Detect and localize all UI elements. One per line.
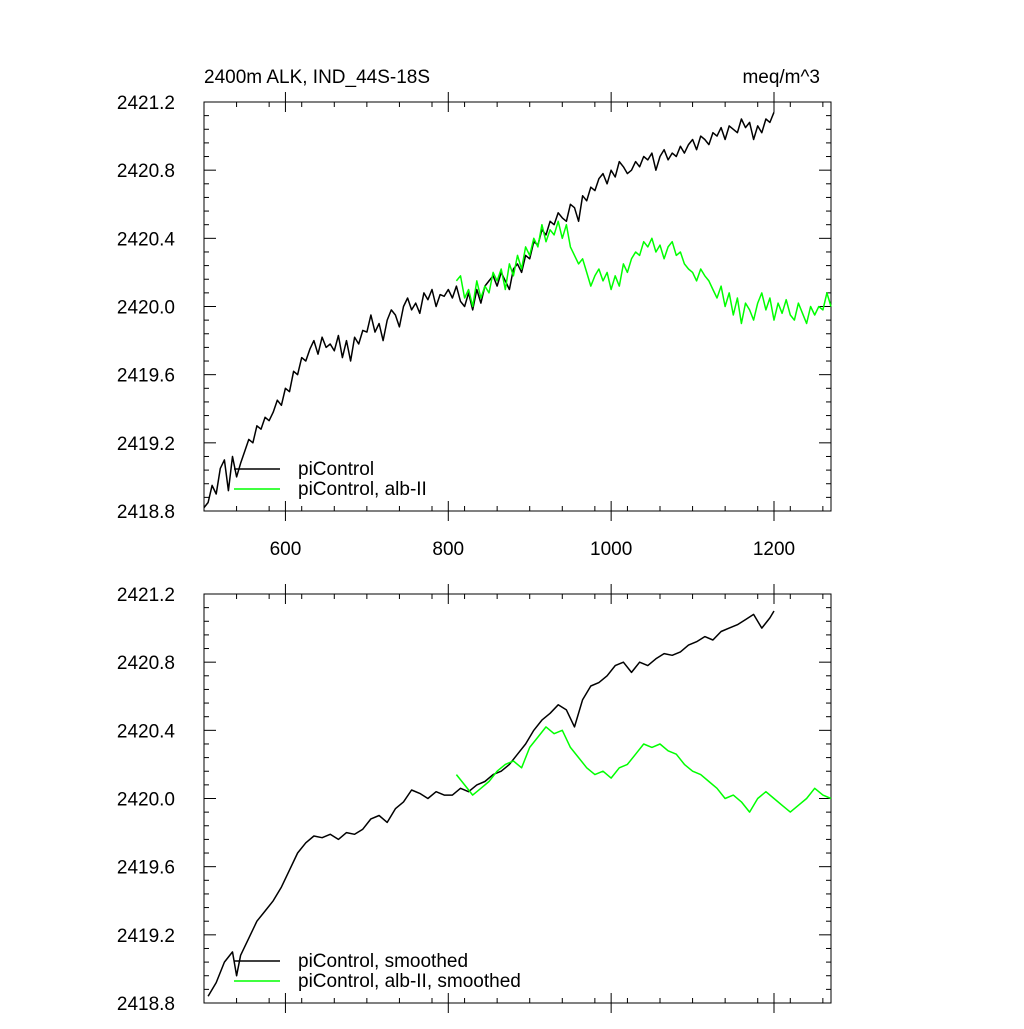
y-tick-label: 2420.0: [117, 298, 175, 319]
y-tick-label: 2419.2: [117, 926, 175, 947]
legend-label: piControl, alb-II, smoothed: [298, 971, 521, 992]
bottom-panel: 2418.8 2419.2 2419.6 2420.0 2420.4 2420.8 2421…: [117, 584, 832, 1015]
y-tick-label: 2421.2: [117, 93, 175, 114]
x-tick-label: 1000: [590, 539, 632, 560]
y-tick-label: 2420.0: [117, 790, 175, 811]
y-tick-label: 2421.2: [117, 585, 175, 606]
chart-title: 2400m ALK, IND_44S-18S: [204, 67, 430, 88]
x-tick-label: 800: [432, 539, 464, 560]
y-tick-label: 2419.6: [117, 366, 175, 387]
series-line-alb-ii: [455, 726, 832, 813]
series-line-picontrol: [207, 610, 775, 997]
units-label: meq/m^3: [742, 67, 820, 88]
legend-label: piControl, alb-II: [298, 479, 427, 500]
top-panel: 600 800 1000 1200 2418.8 2419.2 2419.6 2420.0 24…: [117, 92, 832, 560]
legend-label: piControl, smoothed: [298, 951, 468, 972]
y-tick-label: 2418.8: [117, 502, 175, 523]
legend-label: piControl: [298, 459, 374, 480]
y-tick-label: 2420.4: [117, 721, 176, 742]
x-tick-label: 1200: [753, 539, 795, 560]
y-tick-label: 2420.4: [117, 229, 176, 250]
y-tick-label: 2420.8: [117, 161, 175, 182]
x-tick-label: 600: [270, 539, 302, 560]
plot-frame: [203, 101, 832, 512]
series-line-picontrol: [203, 111, 775, 509]
y-tick-label: 2419.6: [117, 858, 175, 879]
y-tick-label: 2419.2: [117, 434, 175, 455]
y-tick-label: 2418.8: [117, 994, 175, 1015]
series-line-alb-ii: [455, 220, 832, 325]
y-tick-label: 2420.8: [117, 653, 175, 674]
